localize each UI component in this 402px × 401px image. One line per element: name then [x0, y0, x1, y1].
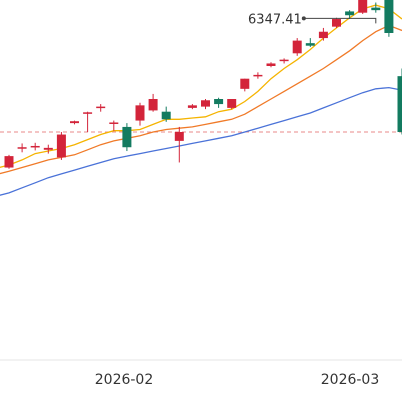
candle [384, 0, 394, 37]
candle [56, 132, 66, 160]
candle [135, 102, 145, 126]
candle [122, 123, 132, 152]
candle-body [266, 63, 276, 66]
candle [201, 99, 210, 110]
candle [161, 106, 171, 122]
candle [30, 142, 40, 151]
candle-body [148, 99, 158, 111]
candle [305, 38, 315, 47]
candle-body [384, 0, 394, 33]
candle-body [174, 132, 184, 141]
candle-body [227, 99, 237, 108]
candles [4, 0, 402, 169]
candle-body [279, 59, 289, 62]
candle [148, 93, 158, 112]
x-tick-label-feb: 2026-02 [95, 372, 154, 388]
candle [358, 0, 368, 14]
candle [397, 68, 402, 135]
candle-body [397, 76, 402, 132]
candle [70, 120, 79, 125]
candle [318, 27, 328, 41]
candle-body [345, 11, 355, 16]
candle [345, 10, 355, 20]
candle-body [4, 156, 14, 168]
ma-long-line [0, 86, 402, 196]
candle [266, 62, 276, 68]
candle-body [318, 31, 328, 39]
candle [214, 97, 224, 108]
candle-body [305, 43, 315, 46]
candle-body [240, 78, 250, 89]
candle-body [187, 105, 197, 108]
candle-body [253, 74, 263, 77]
candle-body [135, 105, 145, 121]
candle-body [109, 122, 119, 124]
candle [227, 99, 237, 110]
candle-body [161, 111, 171, 120]
candle [240, 78, 250, 92]
candle [371, 2, 381, 13]
candle-body [96, 106, 106, 109]
annotation-leader [303, 17, 377, 24]
candle [253, 72, 263, 79]
annotation-label: 6347.41 [248, 12, 302, 27]
candle-body [30, 145, 40, 148]
annotation-dot [301, 16, 306, 21]
candle [4, 154, 14, 169]
candle [83, 111, 93, 132]
candle-body [56, 134, 66, 158]
x-axis-labels: 2026-02 2026-03 [95, 372, 380, 388]
candle-body [201, 100, 210, 107]
candle-body [83, 112, 93, 114]
candle-body [43, 147, 53, 150]
candle [187, 104, 197, 110]
candle [292, 38, 302, 56]
candle-body [214, 99, 224, 105]
candle-body [17, 147, 27, 149]
x-tick-label-mar: 2026-03 [321, 372, 380, 388]
candle [332, 17, 341, 28]
candle-body [292, 40, 302, 54]
candle [109, 120, 119, 131]
candle-body [122, 126, 132, 148]
candle-body [332, 19, 341, 27]
candle-body [358, 0, 368, 13]
max-annotation: 6347.41 [248, 12, 377, 27]
candle-body [70, 121, 79, 124]
candle [43, 144, 53, 154]
candle [96, 104, 106, 112]
candle [174, 126, 184, 163]
candle [17, 143, 27, 153]
candle-body [371, 7, 381, 11]
candle [279, 58, 289, 64]
